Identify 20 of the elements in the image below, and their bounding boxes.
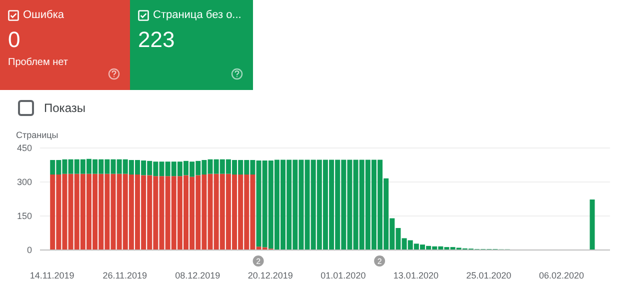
x-tick-label: 08.12.2019 — [175, 270, 220, 280]
y-axis-title: Страницы — [16, 130, 58, 140]
x-tick-label: 14.11.2019 — [30, 270, 74, 280]
x-tick-label: 26.11.2019 — [102, 270, 148, 280]
y-tick-label: 0 — [26, 245, 32, 256]
legend-label: Ошибка — [23, 9, 64, 21]
x-tick-label: 06.02.2020 — [538, 270, 584, 280]
annotation: 2 — [377, 257, 382, 266]
annotation: 2 — [256, 257, 262, 266]
x-tick-label: 13.01.2020 — [393, 270, 438, 280]
text: Показы — [43, 100, 86, 116]
x-tick-label: 01.01.2020 — [320, 270, 366, 280]
legend-label: Страница без о... — [153, 9, 242, 21]
y-tick-label: 450 — [16, 143, 32, 154]
y-tick-label: 300 — [16, 177, 32, 188]
x-tick-label: 25.01.2020 — [466, 270, 512, 280]
text: Проблем нет — [8, 57, 69, 68]
y-tick-label: 150 — [16, 211, 32, 222]
text: 223 — [138, 27, 176, 53]
x-tick-label: 20.12.2019 — [248, 270, 293, 280]
